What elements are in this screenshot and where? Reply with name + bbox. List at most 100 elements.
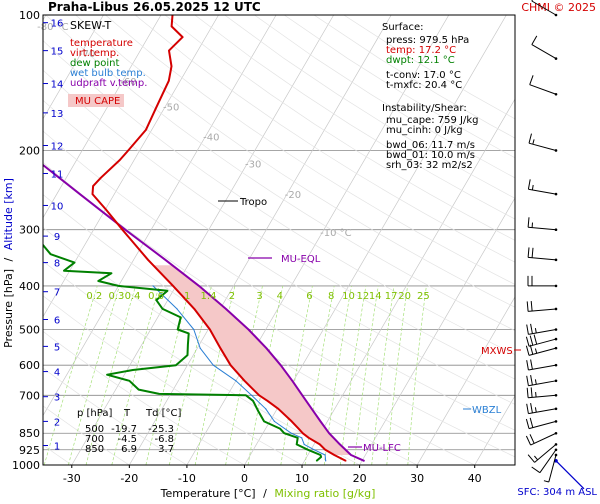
dew-point-point bbox=[188, 333, 189, 334]
mixing-ratio-label: 6 bbox=[306, 291, 312, 302]
sfc-label: SFC: 304 m ASL bbox=[517, 487, 597, 498]
mixing-ratio-label: 2 bbox=[229, 291, 235, 302]
pressure-tick-850: 850 bbox=[19, 427, 40, 440]
surface-tmxfc: t-mxfc: 20.4 °C bbox=[386, 80, 462, 91]
dew-point-point bbox=[316, 460, 317, 461]
temperature-point bbox=[128, 150, 129, 151]
dew-point-point bbox=[307, 449, 308, 450]
isotherm-label: -40 bbox=[203, 132, 219, 143]
dew-point-point bbox=[320, 454, 321, 455]
altitude-tick-5: 5 bbox=[54, 342, 60, 353]
temperature-point bbox=[168, 50, 169, 51]
dew-point-point bbox=[138, 389, 139, 390]
pressure-tick-400: 400 bbox=[19, 280, 40, 293]
table-header-p: p [hPa] bbox=[77, 408, 112, 419]
isotherm-line bbox=[532, 15, 600, 465]
y-axis-pressure-label: Pressure [hPa] bbox=[2, 269, 15, 348]
dew-point-point bbox=[180, 317, 181, 318]
altitude-tick-6: 6 bbox=[54, 316, 60, 327]
temperature-point bbox=[308, 437, 309, 438]
pressure-tick-600: 600 bbox=[19, 359, 40, 372]
mixing-ratio-label: 1 bbox=[184, 291, 190, 302]
wind-barb bbox=[530, 75, 558, 95]
temperature-tick-30: 30 bbox=[410, 472, 424, 485]
table-row-3-t: 6.9 bbox=[121, 444, 137, 455]
wind-barb bbox=[528, 217, 557, 231]
mxws-label: MXWS bbox=[481, 346, 513, 357]
wet-bulb-point bbox=[325, 454, 326, 455]
wind-barb bbox=[529, 134, 557, 152]
dew-point-point bbox=[245, 395, 246, 396]
dew-point-point bbox=[50, 254, 51, 255]
temperature-point bbox=[105, 209, 106, 210]
mu-lfc-label: MU-LFC bbox=[363, 443, 401, 454]
mixing-ratio-label: 17 bbox=[385, 291, 398, 302]
updraft-point bbox=[329, 433, 330, 434]
mixing-ratio-line bbox=[408, 286, 427, 465]
y-axis-title: Pressure [hPa] / Altitude [km] bbox=[2, 178, 15, 348]
altitude-tick-12: 12 bbox=[51, 142, 64, 153]
temperature-tick--20: -20 bbox=[120, 472, 138, 485]
x-axis-temperature-label: Temperature [°C] bbox=[160, 487, 256, 500]
temperature-point bbox=[119, 159, 120, 160]
dew-point-point bbox=[321, 456, 322, 457]
updraft-point bbox=[266, 348, 267, 349]
wind-barbs bbox=[526, 0, 584, 489]
temperature-point bbox=[244, 380, 245, 381]
updraft-point bbox=[292, 380, 293, 381]
dew-point-point bbox=[284, 433, 285, 434]
temperature-point bbox=[182, 37, 183, 38]
tropo-label: Tropo bbox=[239, 197, 267, 208]
updraft-point bbox=[364, 460, 365, 461]
temperature-tick-40: 40 bbox=[468, 472, 482, 485]
surface-dwpt: dwpt: 12.1 °C bbox=[386, 55, 455, 66]
mixing-ratio-label: 0.2 bbox=[86, 291, 102, 302]
dew-point-point bbox=[264, 421, 265, 422]
mixing-ratio-label: 8 bbox=[328, 291, 334, 302]
isotherm-label: -50 bbox=[163, 103, 179, 114]
y-axis-altitude-label: Altitude [km] bbox=[2, 178, 15, 250]
wind-barb bbox=[532, 448, 558, 472]
temperature-point bbox=[209, 329, 210, 330]
dew-point-point bbox=[132, 369, 133, 370]
temperature-point bbox=[230, 365, 231, 366]
temperature-point bbox=[298, 428, 299, 429]
temperature-point bbox=[171, 66, 172, 67]
x-axis-title: Temperature [°C] / Mixing ratio [g/kg] bbox=[160, 487, 376, 500]
mixing-ratio-label: 10 bbox=[342, 291, 355, 302]
dew-point-point bbox=[187, 344, 188, 345]
wind-barb bbox=[526, 418, 557, 429]
dew-point-point bbox=[63, 270, 64, 271]
temperature-point bbox=[267, 400, 268, 401]
temperature-tick-10: 10 bbox=[295, 472, 309, 485]
temperature-point bbox=[334, 454, 335, 455]
annotations: Tropo MU-EQL MU-LFC MXWS WBZL SFC: 304 m… bbox=[218, 197, 597, 498]
temperature-point bbox=[173, 285, 174, 286]
temperature-point bbox=[325, 449, 326, 450]
dew-point-point bbox=[129, 380, 130, 381]
datetime-title: 26.05.2025 12 UTC bbox=[133, 0, 261, 14]
dew-point-point bbox=[74, 262, 75, 263]
wind-barb bbox=[526, 432, 557, 445]
temperature-point bbox=[93, 186, 94, 187]
temperature-point bbox=[194, 308, 195, 309]
wind-barb bbox=[528, 276, 557, 287]
temperature-point bbox=[147, 259, 148, 260]
pressure-tick-100: 100 bbox=[19, 9, 40, 22]
altitude-tick-9: 9 bbox=[54, 232, 60, 243]
mixing-ratio-label: 14 bbox=[369, 291, 382, 302]
pressure-tick-700: 700 bbox=[19, 389, 40, 402]
updraft-point bbox=[339, 444, 340, 445]
wet-bulb-point bbox=[291, 433, 292, 434]
wet-bulb-point bbox=[200, 348, 201, 349]
legend-updraft: udpraft v.temp. bbox=[70, 78, 147, 89]
mixing-ratio-label: 1.4 bbox=[201, 291, 217, 302]
pressure-tick-925: 925 bbox=[19, 444, 40, 457]
temperature-point bbox=[122, 229, 123, 230]
instability-srh03: srh_03: 32 m2/s2 bbox=[386, 160, 473, 171]
isotherm-label: -30 bbox=[245, 159, 261, 170]
updraft-point bbox=[280, 365, 281, 366]
